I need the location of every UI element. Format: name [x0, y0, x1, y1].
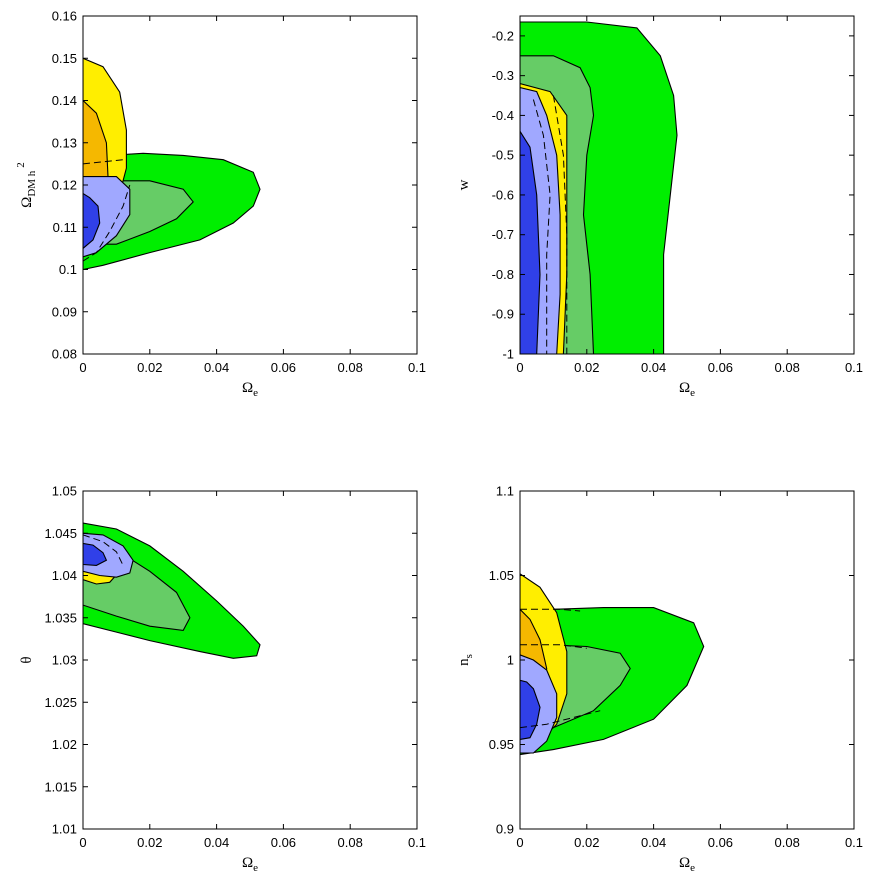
x-tick-label: 0 — [516, 360, 523, 375]
x-tick-label: 0.08 — [775, 835, 800, 850]
y-tick-label: 0.13 — [52, 135, 77, 150]
panel-2: 0 0.02 0.04 0.06 0.08 0.1 -1 -0.9 -0.8 -0.7 -0.6 -0… — [456, 15, 863, 399]
y-tick-label: -0.6 — [492, 187, 514, 202]
dashed-contour-3 — [520, 710, 601, 729]
x-axis-label: Ωe — [679, 380, 695, 399]
y-tick-label: 0.1 — [59, 262, 77, 277]
y-tick-label: 1.035 — [44, 610, 77, 625]
y-tick-label: 0.12 — [52, 178, 77, 193]
dashed-contour-2 — [552, 95, 568, 354]
panel-3: 0 0.02 0.04 0.06 0.08 0.1 1.01 1.015 1.02 1.025 1.… — [19, 484, 426, 875]
dashed-contour-1 — [83, 534, 124, 566]
y-tick-label: 1.025 — [44, 695, 77, 710]
y-tick-label: 0.11 — [53, 220, 77, 235]
x-tick-label: 0 — [79, 835, 86, 850]
plot-area — [83, 522, 261, 659]
y-tick-label: 0.95 — [489, 737, 514, 752]
y-tick-label: -0.5 — [492, 148, 514, 163]
x-tick-label: 0.02 — [137, 835, 162, 850]
plot-area — [520, 573, 705, 756]
y-tick-label: 1.02 — [52, 737, 77, 752]
x-axis-label: Ωe — [679, 855, 695, 874]
y-tick-label: -0.7 — [492, 227, 514, 242]
y-axis-label: w — [456, 179, 472, 190]
panel-1: 0 0.02 0.04 0.06 0.08 0.1 0.08 0.09 0.1 0.11 0.12 0… — [15, 9, 426, 400]
y-tick-label: 1.1 — [496, 484, 514, 499]
contour-region-6 — [83, 192, 101, 250]
x-tick-label: 0.08 — [338, 360, 363, 375]
contour-region-5 — [83, 532, 134, 578]
y-tick-label: -0.2 — [492, 28, 514, 43]
y-tick-label: 1.015 — [44, 779, 77, 794]
x-tick-label: 0.04 — [641, 835, 666, 850]
dashed-contour-1 — [83, 159, 124, 165]
y-axis-label: ns — [456, 654, 475, 666]
y-tick-label: 1.05 — [52, 484, 77, 499]
x-tick-label: 0.1 — [845, 360, 863, 375]
y-axis-label: ΩDM h2 — [15, 162, 38, 208]
y-tick-label: 1.04 — [52, 568, 77, 583]
y-tick-label: 0.9 — [496, 822, 514, 837]
y-tick-label: -0.8 — [492, 267, 514, 282]
contour-region-6 — [520, 130, 541, 354]
y-tick-label: -0.4 — [492, 108, 514, 123]
y-tick-label: 1.03 — [52, 653, 77, 668]
x-tick-label: 0.04 — [204, 835, 229, 850]
x-tick-label: 0.08 — [338, 835, 363, 850]
y-tick-label: 1.05 — [489, 568, 514, 583]
panel-4: 0 0.02 0.04 0.06 0.08 0.1 0.9 0.95 1 1.05 1.1 Ωe ns — [456, 484, 863, 875]
dashed-contour-1 — [520, 608, 581, 612]
y-tick-label: 0.16 — [52, 9, 77, 24]
x-tick-label: 0.02 — [137, 360, 162, 375]
x-tick-label: 0.08 — [775, 360, 800, 375]
y-tick-label: 1.045 — [44, 526, 77, 541]
x-tick-label: 0.06 — [708, 835, 733, 850]
x-tick-label: 0 — [516, 835, 523, 850]
y-tick-label: 1 — [507, 653, 514, 668]
y-tick-label: -1 — [502, 347, 514, 362]
y-tick-label: 1.01 — [52, 822, 77, 837]
x-tick-label: 0.1 — [408, 360, 426, 375]
y-tick-label: -0.9 — [492, 307, 514, 322]
x-tick-label: 0.02 — [574, 835, 599, 850]
x-tick-label: 0.02 — [574, 360, 599, 375]
contour-region-6 — [520, 679, 541, 740]
y-tick-label: 0.08 — [52, 347, 77, 362]
x-axis-label: Ωe — [242, 380, 258, 399]
y-axis-label: θ — [19, 656, 35, 663]
x-tick-label: 0.06 — [271, 835, 296, 850]
x-tick-label: 0.04 — [641, 360, 666, 375]
x-axis-label: Ωe — [242, 855, 258, 874]
plot-area — [520, 21, 678, 354]
x-tick-label: 0.06 — [271, 360, 296, 375]
x-tick-label: 0.04 — [204, 360, 229, 375]
dashed-contour-1 — [532, 99, 551, 354]
y-tick-label: 0.15 — [52, 51, 77, 66]
contour-region-6 — [83, 542, 108, 566]
y-tick-label: 0.09 — [52, 304, 77, 319]
x-tick-label: 0.1 — [408, 835, 426, 850]
x-tick-label: 0.06 — [708, 360, 733, 375]
y-tick-label: -0.3 — [492, 68, 514, 83]
x-tick-label: 0.1 — [845, 835, 863, 850]
plot-area — [83, 57, 261, 271]
axes-frame — [519, 15, 855, 355]
y-tick-label: 0.14 — [52, 93, 77, 108]
x-tick-label: 0 — [79, 360, 86, 375]
